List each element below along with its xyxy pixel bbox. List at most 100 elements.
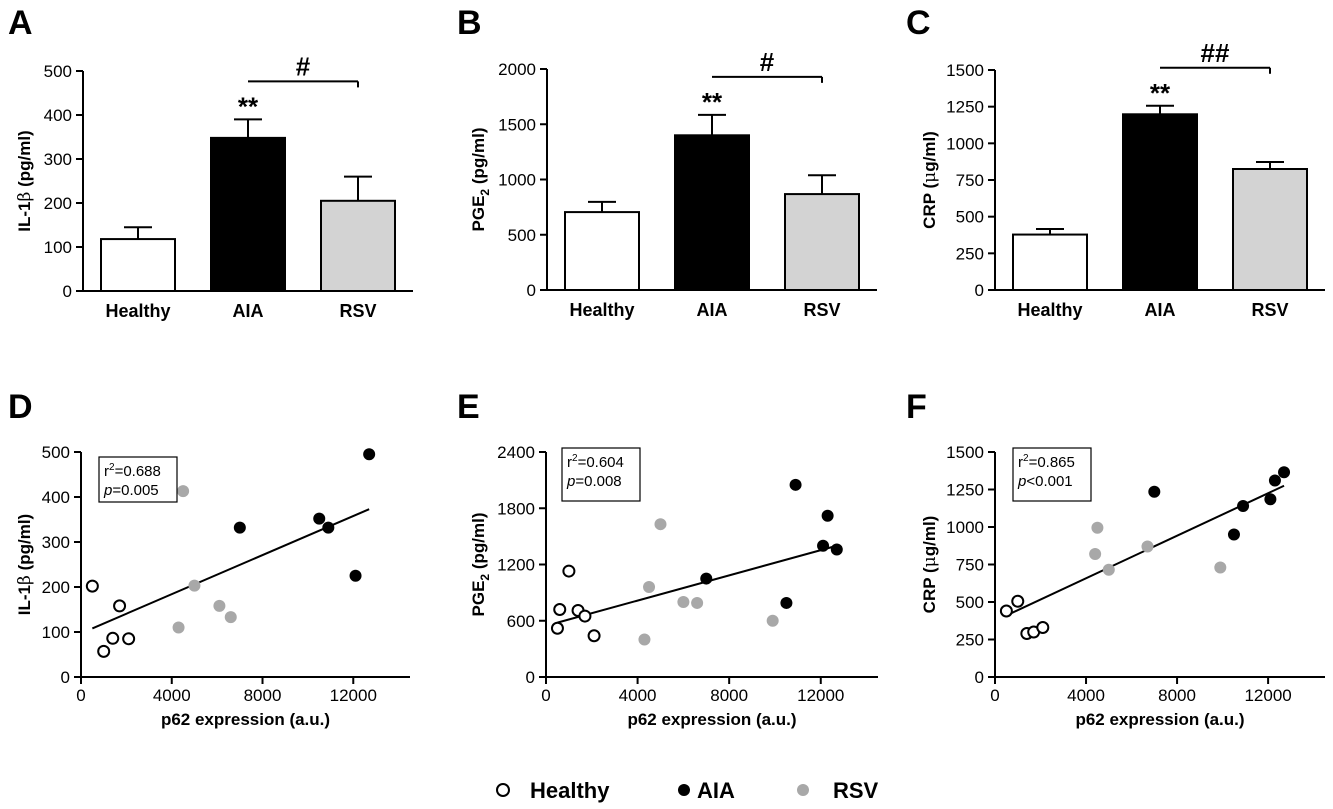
panel-c: C CRP (μg/ml) 0 250 500 750 1000 1250 1500 Health…: [906, 4, 1325, 320]
y-axis-title-part: β: [15, 192, 35, 202]
x-axis-title: p62 expression (a.u.): [1075, 710, 1244, 729]
stats-box: [1012, 447, 1092, 502]
point-healthy: [578, 609, 592, 623]
point-rsv: [1091, 521, 1104, 534]
point-aia: [830, 543, 843, 556]
point-aia: [233, 521, 246, 534]
category-label: Healthy: [569, 300, 634, 320]
x-tick-label: 4000: [1067, 686, 1105, 705]
bracket-label: #: [760, 47, 775, 77]
point-aia: [821, 509, 834, 522]
bar-aia: [1122, 113, 1198, 291]
point-healthy: [97, 644, 111, 658]
y-tick-label: 1250: [946, 481, 984, 500]
y-axis-title-part: 2: [478, 574, 492, 581]
y-axis-title: IL-1β (pg/ml): [15, 514, 35, 615]
y-axis-title-part: β: [15, 575, 35, 585]
y-tick-label: 0: [527, 281, 536, 300]
r-squared-value: =: [578, 454, 587, 471]
y-tick-label: 500: [42, 443, 70, 462]
y-tick-label: 750: [956, 171, 984, 190]
stats-box: [98, 456, 178, 503]
point-rsv: [1141, 540, 1154, 553]
point-aia: [1278, 466, 1291, 479]
p-label: p: [566, 473, 575, 490]
point-rsv: [691, 596, 704, 609]
y-tick-label: 1250: [946, 98, 984, 117]
x-tick-label: 12000: [1244, 686, 1291, 705]
panel-d: D IL-1β (pg/ml) 0 100 200 300 400 500 0 4000 8000 1…: [8, 388, 410, 729]
r-squared-text: r2=0.865: [1018, 453, 1075, 471]
y-tick-label: 500: [956, 208, 984, 227]
r-squared-text: r2=0.604: [567, 453, 624, 471]
point-aia: [1227, 528, 1240, 541]
point-aia: [1148, 485, 1161, 498]
p-value-text: p=0.005: [103, 482, 159, 499]
point-rsv: [654, 518, 667, 531]
panel-letter: F: [906, 388, 927, 426]
y-tick-label: 500: [956, 593, 984, 612]
point-healthy: [113, 599, 127, 613]
r-squared-value: =: [1029, 454, 1038, 471]
bracket-label: #: [296, 51, 311, 81]
bar-aia: [210, 136, 286, 292]
y-axis-title-part: CRP (: [920, 183, 939, 229]
y-axis-title-part: PGE: [469, 196, 488, 232]
y-axis-title: CRP (μg/ml): [920, 131, 940, 229]
r-squared-text: r2=0.688: [104, 462, 161, 480]
y-tick-label: 200: [42, 578, 70, 597]
point-healthy: [553, 603, 567, 616]
x-tick-label: 12000: [330, 686, 377, 705]
y-tick-label: 0: [975, 281, 984, 300]
y-tick-label: 1500: [946, 443, 984, 462]
legend: Healthy AIA RSV: [496, 778, 879, 803]
point-healthy: [587, 629, 601, 643]
y-tick-label: 0: [63, 282, 72, 301]
y-axis-title-part: g/ml): [920, 516, 939, 557]
legend-marker-rsv: [797, 784, 809, 796]
point-rsv: [172, 621, 185, 634]
y-axis-title-part: IL-1: [15, 201, 34, 231]
category-label: AIA: [697, 300, 728, 320]
y-tick-label: 0: [526, 668, 535, 687]
point-rsv: [1089, 548, 1102, 560]
legend-label: AIA: [697, 778, 735, 803]
point-rsv: [1102, 563, 1115, 576]
y-tick-label: 1200: [497, 556, 535, 575]
y-tick-label: 500: [508, 226, 536, 245]
y-axis-title-part: (pg/ml): [469, 128, 488, 189]
bar-healthy: [1012, 233, 1088, 291]
y-axis-title-part: CRP (: [920, 567, 939, 613]
y-tick-label: 1500: [498, 115, 536, 134]
y-tick-label: 250: [956, 631, 984, 650]
point-aia: [322, 521, 335, 534]
point-healthy: [999, 604, 1013, 618]
point-rsv: [177, 485, 190, 498]
point-healthy: [106, 631, 120, 645]
x-tick-label: 12000: [797, 686, 844, 705]
y-tick-label: 500: [44, 62, 72, 81]
y-tick-label: 300: [42, 533, 70, 552]
r-superscript: 2: [109, 462, 115, 473]
panel-letter: C: [906, 4, 931, 42]
significance-stars: **: [702, 87, 723, 117]
point-healthy: [1011, 594, 1025, 608]
panel-b: B PGE2 (pg/ml) 0 500 1000 1500 2000 Healthy AIA R…: [457, 4, 877, 320]
r-superscript: 2: [1023, 453, 1029, 464]
r-label: r: [567, 454, 572, 471]
x-axis-title: p62 expression (a.u.): [161, 710, 330, 729]
bar-rsv: [784, 193, 860, 291]
point-aia: [700, 572, 713, 585]
bar-aia: [674, 134, 750, 291]
point-rsv: [1214, 561, 1227, 574]
y-axis-title-part: 2: [478, 189, 492, 196]
category-label: AIA: [233, 301, 264, 321]
y-tick-label: 100: [42, 623, 70, 642]
x-tick-label: 0: [990, 686, 999, 705]
y-axis-title: PGE2 (pg/ml): [469, 513, 492, 617]
category-label: RSV: [339, 301, 376, 321]
point-rsv: [224, 611, 237, 624]
bar-rsv: [1232, 168, 1308, 291]
y-axis-title: IL-1β (pg/ml): [15, 130, 35, 231]
